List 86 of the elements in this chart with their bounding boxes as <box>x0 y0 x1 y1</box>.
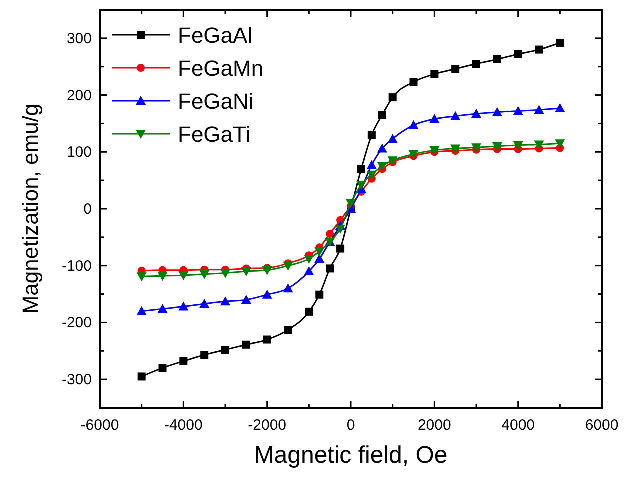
legend-label: FeGaTi <box>178 122 251 147</box>
point <box>513 141 524 150</box>
y-tick-label: -300 <box>62 372 92 389</box>
point <box>534 105 544 114</box>
point <box>377 144 388 153</box>
y-tick-label: -100 <box>62 258 92 275</box>
point <box>180 357 188 366</box>
y-tick-label: 100 <box>66 144 92 162</box>
point <box>314 248 325 257</box>
point <box>357 165 366 174</box>
point <box>514 50 522 58</box>
point <box>410 78 418 86</box>
point <box>493 55 502 64</box>
point <box>316 290 324 299</box>
point <box>158 272 168 282</box>
x-tick-label: -4000 <box>164 417 203 434</box>
point <box>283 262 294 271</box>
point <box>314 254 325 264</box>
point <box>388 134 398 144</box>
point <box>513 106 524 116</box>
point <box>555 103 566 112</box>
x-tick-label: -2000 <box>248 417 287 434</box>
y-tick-label: 200 <box>66 87 92 104</box>
point <box>366 160 377 170</box>
point <box>430 114 440 124</box>
point <box>356 181 366 190</box>
point <box>241 268 252 277</box>
point <box>430 70 439 78</box>
point <box>158 304 168 314</box>
point <box>336 244 345 253</box>
y-axis-title: Magnetization, emu/g <box>18 104 43 314</box>
point <box>136 272 147 282</box>
point <box>200 351 209 360</box>
point <box>284 326 292 334</box>
point <box>366 170 377 180</box>
x-tick-label: 6000 <box>585 417 619 434</box>
point <box>326 230 334 238</box>
point <box>136 306 147 316</box>
point <box>346 199 356 208</box>
point <box>304 266 314 276</box>
point <box>241 294 252 304</box>
point <box>555 140 566 149</box>
point <box>534 140 544 150</box>
legend-label: FeGaNi <box>178 89 254 114</box>
y-tick-label: 300 <box>66 30 92 48</box>
point <box>492 142 502 152</box>
point <box>388 94 397 102</box>
point <box>368 131 376 140</box>
point <box>220 269 230 278</box>
x-tick-label: 4000 <box>502 417 536 434</box>
point <box>263 336 272 344</box>
point <box>283 284 294 293</box>
point <box>304 255 314 264</box>
x-tick-label: 0 <box>346 417 356 434</box>
point <box>450 144 461 154</box>
point <box>378 111 386 120</box>
point <box>336 224 346 234</box>
point <box>326 264 334 273</box>
point <box>450 111 461 120</box>
y-tick-label: -200 <box>62 314 92 332</box>
point <box>472 109 482 118</box>
point <box>262 290 272 299</box>
point <box>158 364 167 372</box>
point <box>200 270 210 280</box>
y-tick-label: 0 <box>84 201 92 218</box>
x-axis-title: Magnetic field, Oe <box>254 442 448 469</box>
point <box>472 60 480 68</box>
point <box>377 162 388 172</box>
point <box>262 266 272 276</box>
point <box>222 346 230 354</box>
x-tick-label: 2000 <box>418 417 452 434</box>
point <box>178 302 189 311</box>
point <box>492 107 502 116</box>
point <box>408 120 419 130</box>
point <box>556 38 564 47</box>
point <box>220 296 230 306</box>
point <box>138 372 146 381</box>
point <box>535 46 544 54</box>
point <box>242 340 250 349</box>
point <box>200 298 210 308</box>
legend-label: FeGaMn <box>178 56 264 81</box>
point <box>178 272 189 281</box>
legend-label: FeGaAl <box>178 23 253 48</box>
x-tick-label: -6000 <box>80 417 120 434</box>
point <box>305 308 314 316</box>
point <box>452 65 460 74</box>
